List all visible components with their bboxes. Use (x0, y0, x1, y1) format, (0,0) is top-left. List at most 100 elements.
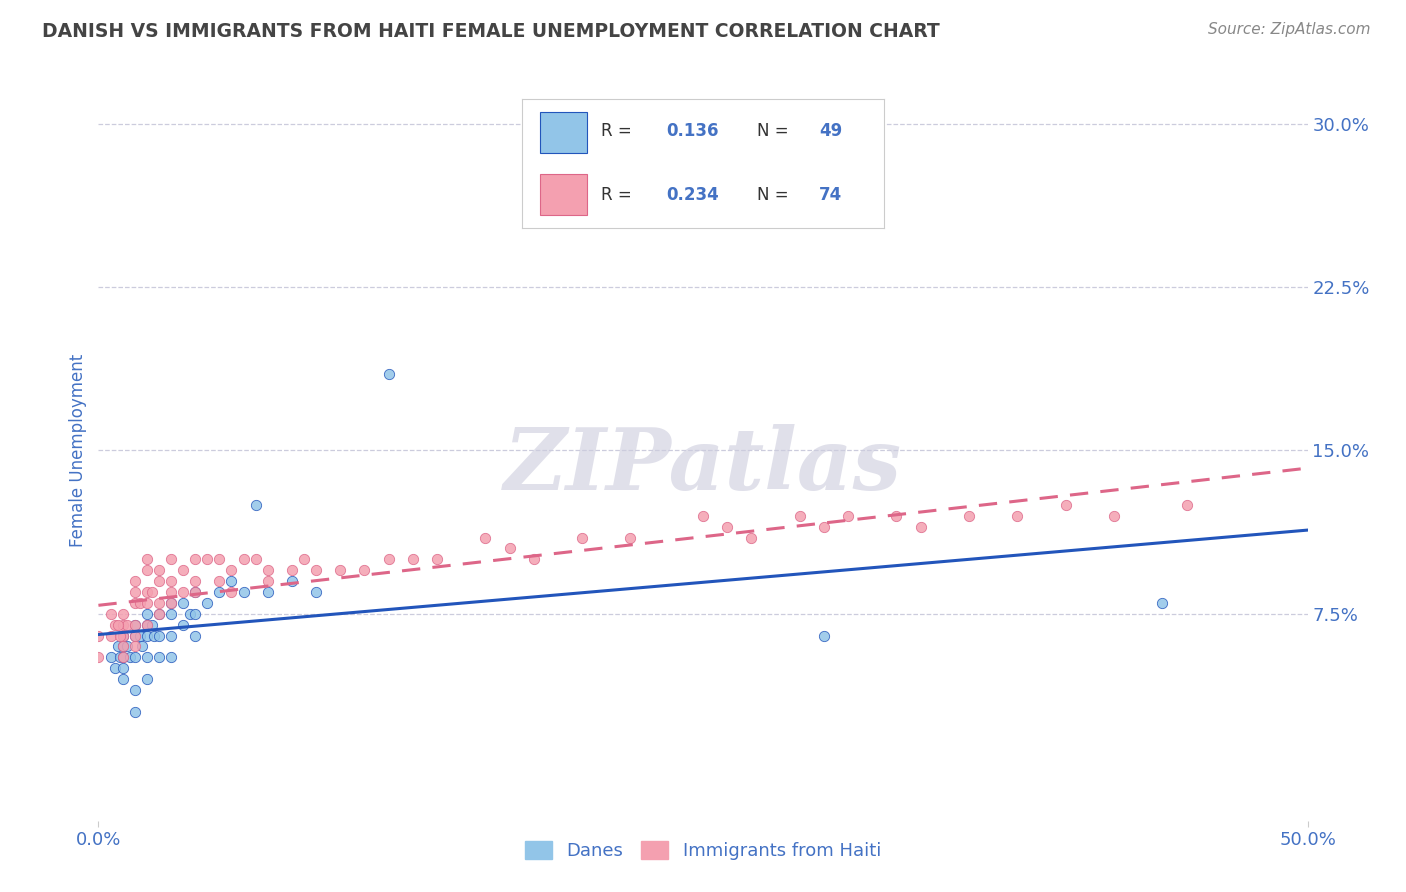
Point (160, 629, 183, 643)
Point (172, 617, 194, 632)
Point (184, 629, 207, 643)
Point (111, 661, 134, 675)
Point (148, 596, 170, 610)
Point (172, 563, 194, 577)
Text: ZIPatlas: ZIPatlas (503, 424, 903, 507)
Point (813, 519, 835, 533)
Point (184, 585, 207, 599)
Point (124, 617, 146, 632)
Point (124, 650, 146, 665)
Point (498, 541, 520, 556)
Point (910, 519, 932, 533)
Point (813, 629, 835, 643)
Point (108, 629, 131, 643)
Point (1102, 508, 1125, 523)
Point (160, 574, 183, 588)
Point (117, 640, 139, 654)
Point (245, 552, 267, 566)
Point (148, 607, 170, 621)
Point (148, 574, 170, 588)
Point (1152, 596, 1174, 610)
Point (135, 650, 157, 665)
Point (886, 508, 908, 523)
Point (329, 563, 352, 577)
Point (111, 640, 134, 654)
Point (124, 617, 146, 632)
Point (305, 563, 328, 577)
Point (208, 574, 231, 588)
Point (128, 629, 150, 643)
Point (148, 563, 170, 577)
Point (124, 640, 146, 654)
Legend: Danes, Immigrants from Haiti: Danes, Immigrants from Haiti (517, 833, 889, 867)
Point (256, 574, 278, 588)
Point (141, 617, 163, 632)
Point (172, 585, 194, 599)
Point (131, 640, 153, 654)
Point (256, 563, 278, 577)
Point (571, 531, 593, 545)
Point (740, 531, 762, 545)
Point (523, 552, 546, 566)
Point (111, 607, 134, 621)
Point (141, 585, 163, 599)
Text: DANISH VS IMMIGRANTS FROM HAITI FEMALE UNEMPLOYMENT CORRELATION CHART: DANISH VS IMMIGRANTS FROM HAITI FEMALE U… (42, 22, 941, 41)
Point (135, 629, 157, 643)
Point (100, 629, 122, 643)
Point (104, 661, 127, 675)
Point (111, 629, 134, 643)
Point (100, 650, 122, 665)
Point (208, 585, 231, 599)
Point (160, 596, 183, 610)
Point (111, 629, 134, 643)
Text: Source: ZipAtlas.com: Source: ZipAtlas.com (1208, 22, 1371, 37)
Point (100, 607, 122, 621)
Point (118, 650, 141, 665)
Point (221, 563, 243, 577)
Point (184, 552, 207, 566)
Point (107, 640, 129, 654)
Point (1007, 508, 1029, 523)
Point (111, 650, 134, 665)
Point (135, 672, 157, 686)
Point (184, 607, 207, 621)
Point (179, 607, 201, 621)
Point (111, 617, 134, 632)
Point (221, 574, 243, 588)
Point (402, 552, 425, 566)
Point (111, 640, 134, 654)
Point (135, 585, 157, 599)
Point (135, 617, 157, 632)
Point (135, 552, 157, 566)
Point (195, 552, 218, 566)
Point (124, 629, 146, 643)
Point (426, 552, 449, 566)
Point (124, 574, 146, 588)
Point (108, 650, 131, 665)
Point (172, 596, 194, 610)
Point (124, 705, 146, 719)
Point (135, 563, 157, 577)
Point (195, 596, 218, 610)
Point (245, 498, 267, 512)
Point (143, 629, 166, 643)
Point (1054, 498, 1077, 512)
Point (111, 650, 134, 665)
Point (353, 563, 375, 577)
Point (135, 596, 157, 610)
Point (281, 563, 304, 577)
Point (692, 508, 714, 523)
Point (124, 596, 146, 610)
Point (837, 508, 859, 523)
Point (124, 585, 146, 599)
Point (305, 585, 328, 599)
Point (107, 617, 129, 632)
Point (124, 683, 146, 698)
Point (957, 508, 980, 523)
Point (232, 585, 254, 599)
Y-axis label: Female Unemployment: Female Unemployment (69, 354, 87, 547)
Point (124, 629, 146, 643)
Point (716, 519, 738, 533)
Point (184, 574, 207, 588)
Point (160, 607, 183, 621)
